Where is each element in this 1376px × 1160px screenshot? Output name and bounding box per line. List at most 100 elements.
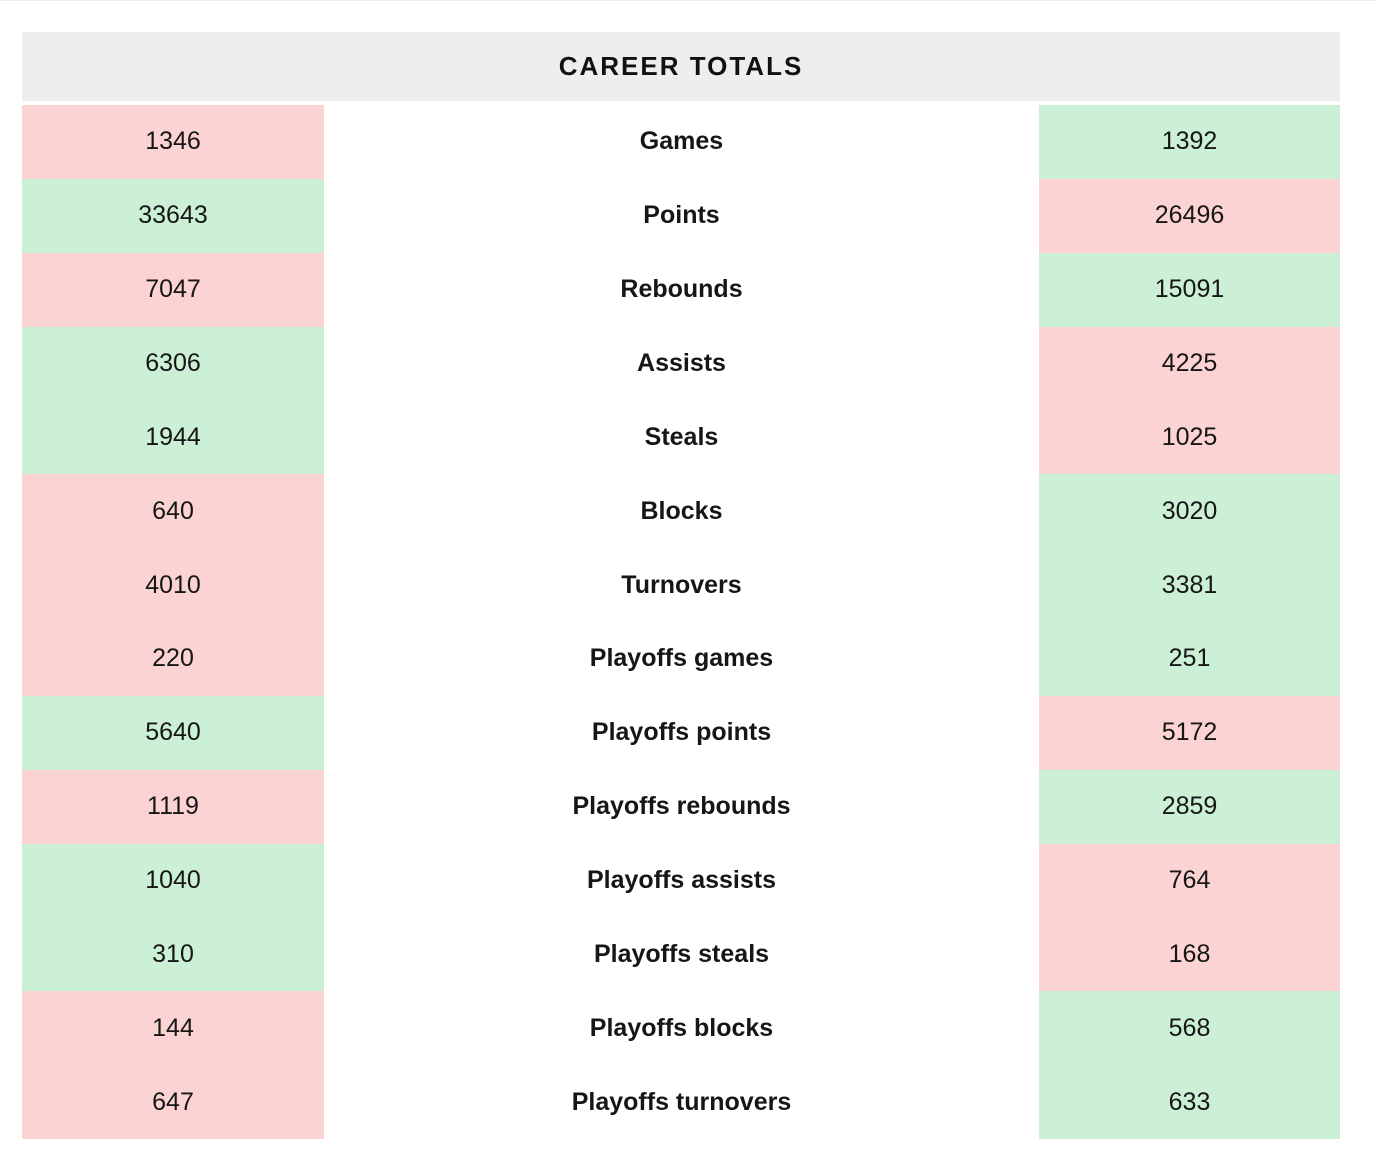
table-row: 7047 Rebounds 15091 (22, 252, 1340, 327)
right-player-value: 3020 (1161, 496, 1218, 525)
right-player-value: 764 (1168, 866, 1211, 895)
left-player-value: 1040 (145, 866, 201, 895)
right-player-value-cell: 15091 (1039, 252, 1340, 327)
right-player-value: 2859 (1161, 792, 1218, 821)
left-player-value-cell: 7047 (22, 252, 324, 327)
left-player-value: 1119 (147, 792, 199, 821)
right-player-value-cell: 568 (1039, 991, 1340, 1066)
table-row: 1346 Games 1392 (22, 105, 1340, 179)
stat-label: Playoffs blocks (589, 1013, 774, 1042)
stat-label: Playoffs turnovers (571, 1087, 792, 1116)
stat-label-cell: Playoffs games (324, 622, 1039, 696)
right-player-value: 251 (1168, 644, 1211, 673)
table-row: 5640 Playoffs points 5172 (22, 695, 1340, 770)
stat-label-cell: Playoffs assists (324, 843, 1039, 918)
table-row: 1040 Playoffs assists 764 (22, 843, 1340, 918)
left-player-value-cell: 5640 (22, 695, 324, 770)
stat-label: Playoffs points (591, 718, 772, 747)
right-player-value: 168 (1168, 939, 1211, 968)
left-player-value-cell: 310 (22, 917, 324, 992)
left-player-value: 1346 (145, 127, 201, 156)
left-player-value: 220 (152, 644, 194, 673)
right-player-value: 3381 (1161, 570, 1218, 599)
left-player-value-cell: 220 (22, 622, 324, 696)
right-player-value: 633 (1168, 1087, 1211, 1116)
left-player-value: 310 (152, 939, 194, 968)
left-player-value: 7047 (145, 275, 201, 304)
stat-label-cell: Playoffs rebounds (324, 769, 1039, 844)
table-row: 33643 Points 26496 (22, 178, 1340, 253)
table-row: 6306 Assists 4225 (22, 326, 1340, 401)
right-player-value: 4225 (1161, 349, 1218, 377)
career-totals-table: CAREER TOTALS 1346 Games 1392 33643 Poin… (22, 32, 1340, 1140)
stat-label: Rebounds (620, 275, 743, 304)
right-player-value: 568 (1168, 1013, 1211, 1042)
right-player-value-cell: 633 (1039, 1065, 1340, 1140)
left-player-value-cell: 1119 (22, 769, 324, 844)
table-row: 220 Playoffs games 251 (22, 622, 1340, 696)
stat-label: Assists (637, 349, 726, 377)
right-player-value: 15091 (1154, 275, 1225, 304)
stat-label-cell: Playoffs steals (324, 917, 1039, 992)
stat-label: Blocks (640, 496, 723, 525)
right-player-value-cell: 168 (1039, 917, 1340, 992)
stat-label-cell: Playoffs blocks (324, 991, 1039, 1066)
stat-label-cell: Playoffs points (324, 695, 1039, 770)
left-player-value: 4010 (145, 570, 201, 599)
left-player-value-cell: 6306 (22, 326, 324, 401)
left-player-value: 5640 (145, 718, 201, 747)
stat-label: Playoffs assists (587, 866, 776, 895)
table-row: 640 Blocks 3020 (22, 474, 1340, 549)
stat-label: Steals (644, 422, 719, 451)
right-player-value-cell: 251 (1039, 622, 1340, 696)
left-player-value: 647 (152, 1087, 194, 1116)
stat-label: Playoffs games (589, 644, 774, 673)
stat-label: Turnovers (621, 570, 742, 599)
stat-label-cell: Blocks (324, 474, 1039, 549)
right-player-value-cell: 3020 (1039, 474, 1340, 549)
right-player-value-cell: 1025 (1039, 400, 1340, 475)
left-player-value-cell: 144 (22, 991, 324, 1066)
left-player-value-cell: 1040 (22, 843, 324, 918)
table-row: 1119 Playoffs rebounds 2859 (22, 769, 1340, 844)
stat-label: Playoffs rebounds (572, 792, 791, 821)
right-player-value: 5172 (1161, 718, 1218, 747)
table-row: 647 Playoffs turnovers 633 (22, 1065, 1340, 1140)
stat-label-cell: Points (324, 178, 1039, 253)
stat-label-cell: Rebounds (324, 252, 1039, 327)
table-row: 1944 Steals 1025 (22, 400, 1340, 475)
right-player-value-cell: 26496 (1039, 178, 1340, 253)
stat-label-cell: Games (324, 105, 1039, 179)
stat-label: Games (639, 127, 724, 156)
left-player-value-cell: 33643 (22, 178, 324, 253)
stat-label: Points (643, 201, 720, 230)
left-player-value: 640 (152, 496, 194, 525)
table-title: CAREER TOTALS (558, 51, 804, 81)
table-body: 1346 Games 1392 33643 Points 26496 7047 … (22, 105, 1340, 1140)
left-player-value: 144 (152, 1013, 194, 1042)
table-row: 144 Playoffs blocks 568 (22, 991, 1340, 1066)
left-player-value-cell: 1944 (22, 400, 324, 475)
stat-label: Playoffs steals (593, 939, 770, 968)
right-player-value: 1392 (1161, 127, 1218, 156)
right-player-value-cell: 3381 (1039, 548, 1340, 623)
left-player-value-cell: 640 (22, 474, 324, 549)
right-player-value: 26496 (1154, 201, 1225, 230)
right-player-value-cell: 764 (1039, 843, 1340, 918)
left-player-value-cell: 4010 (22, 548, 324, 623)
left-player-value-cell: 1346 (22, 105, 324, 179)
stat-label-cell: Playoffs turnovers (324, 1065, 1039, 1140)
stat-label-cell: Assists (324, 326, 1039, 401)
left-player-value: 33643 (138, 201, 208, 230)
left-player-value: 1944 (145, 422, 201, 451)
table-row: 310 Playoffs steals 168 (22, 917, 1340, 992)
right-player-value-cell: 2859 (1039, 769, 1340, 844)
right-player-value-cell: 1392 (1039, 105, 1340, 179)
table-header: CAREER TOTALS (22, 32, 1340, 101)
right-player-value: 1025 (1161, 422, 1218, 451)
stat-label-cell: Steals (324, 400, 1039, 475)
right-player-value-cell: 5172 (1039, 695, 1340, 770)
stat-label-cell: Turnovers (324, 548, 1039, 623)
left-player-value: 6306 (145, 349, 201, 377)
